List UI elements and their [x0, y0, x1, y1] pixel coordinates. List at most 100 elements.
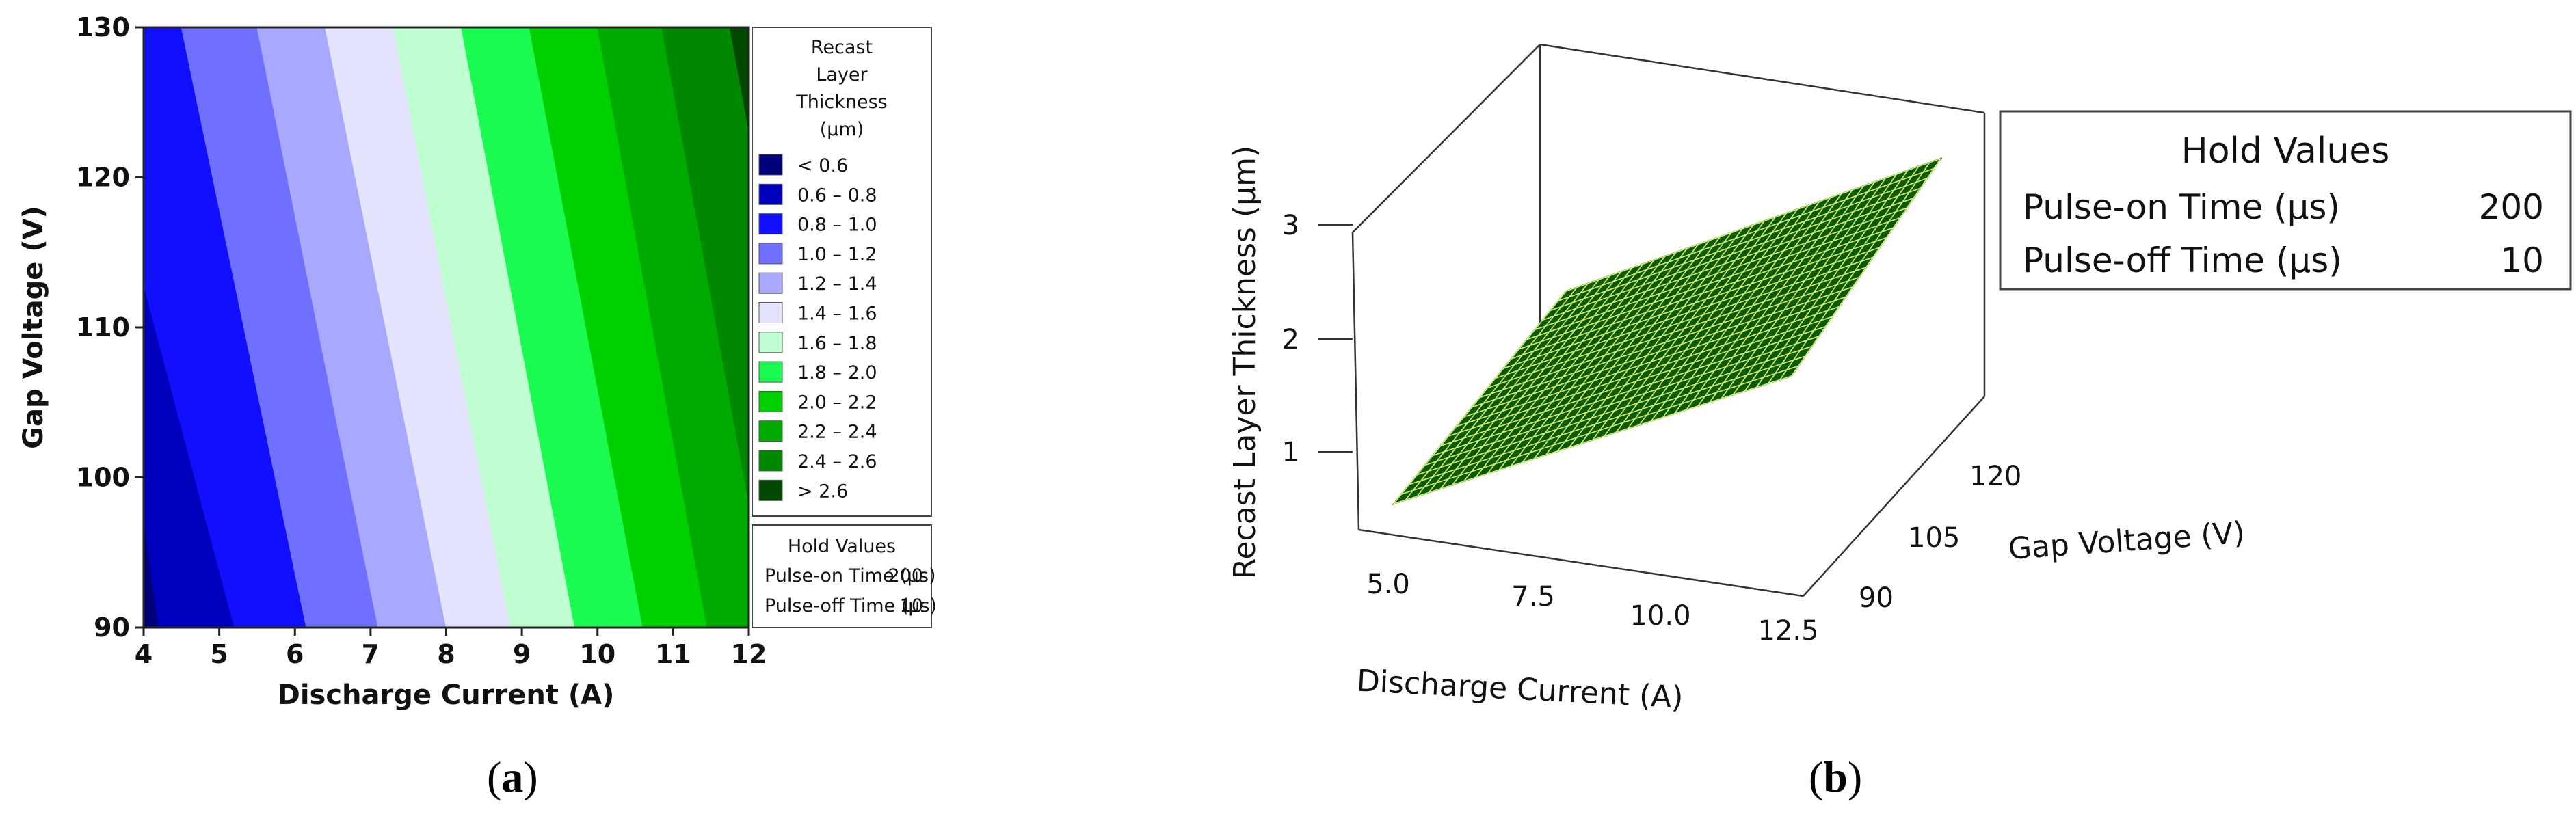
contour-legend-label: 1.6 – 1.8	[797, 333, 877, 354]
contour-legend-label: > 2.6	[797, 481, 848, 502]
contour-legend-label: 1.8 – 2.0	[797, 362, 877, 383]
surface-mesh-line	[1565, 158, 1941, 292]
contour-legend-title-line: Layer	[816, 64, 868, 85]
contour-band	[144, 27, 307, 628]
contour-bands	[144, 27, 749, 628]
surface-y-axis-label: Gap Voltage (V)	[2007, 515, 2246, 567]
contour-band	[661, 27, 749, 506]
contour-legend-label: 1.4 – 1.6	[797, 303, 877, 325]
contour-legend-label: 2.0 – 2.2	[797, 392, 877, 413]
surface-mesh-line	[1550, 178, 1928, 312]
contour-x-ticks: 4 5 6 7 8 9 10 11 12	[135, 628, 767, 669]
contour-legend-swatch	[758, 243, 783, 265]
surface-hold-values-box	[1999, 110, 2572, 291]
surface-mesh-line	[1448, 306, 1840, 437]
contour-legend-swatch	[758, 332, 783, 353]
contour-x-tick-label: 11	[655, 639, 691, 669]
contour-hold-value-number: 200	[888, 565, 923, 586]
surface-x-tick-label: 5.0	[1366, 569, 1410, 600]
surface-mesh-line	[1393, 375, 1792, 504]
contour-legend-swatch	[758, 479, 783, 501]
contour-hold-value-name: Pulse-on Time (µs)	[765, 565, 936, 586]
contour-legend-swatch	[758, 361, 783, 383]
contour-y-axis-label: Gap Voltage (V)	[18, 206, 49, 449]
contour-legend-label: 2.4 – 2.6	[797, 451, 877, 472]
contour-legend-label: 2.2 – 2.4	[797, 422, 877, 443]
contour-x-tick-label: 6	[286, 639, 304, 669]
surface-plane	[1392, 157, 1943, 505]
contour-band	[729, 27, 749, 133]
contour-x-tick-label: 4	[135, 639, 152, 669]
surface-y-tick-label: 90	[1859, 582, 1894, 614]
contour-y-tick-label: 120	[76, 163, 130, 193]
surface-y-ticks: 90 105 120	[1859, 461, 2021, 614]
contour-panel: 4 5 6 7 8 9 10 11 12 90 100 110 120 130 Discharge Cu…	[18, 12, 937, 711]
surface-x-tick-label: 10.0	[1630, 600, 1690, 632]
surface-z-tick-label: 3	[1282, 210, 1299, 241]
surface-x-ticks: 5.0 7.5 10.0 12.5	[1366, 569, 1818, 647]
surface-mesh-line	[1409, 355, 1806, 485]
contour-legend-swatch	[758, 183, 783, 205]
contour-band	[181, 27, 379, 628]
surface-hold-values-title: Hold Values	[2181, 131, 2390, 172]
surface-hold-value-number: 200	[2479, 187, 2544, 227]
contour-x-axis-label: Discharge Current (A)	[278, 679, 615, 711]
contour-hold-values-box	[752, 524, 932, 628]
contour-hold-values-title: Hold Values	[788, 536, 896, 557]
contour-y-tick-label: 100	[76, 463, 130, 493]
surface-mesh-line	[1534, 198, 1914, 331]
contour-band	[597, 27, 749, 628]
contour-x-tick-label: 10	[579, 639, 615, 669]
surface-panel: 1 2 3 5.0 7.5 10.0 12.5 90 105 120 Recast Layer…	[1227, 43, 2572, 716]
surface-y-tick-label: 105	[1908, 522, 1960, 554]
contour-legend-swatch	[758, 450, 783, 472]
surface-x-tick-label: 7.5	[1511, 581, 1555, 612]
contour-x-tick-label: 12	[731, 639, 767, 669]
surface-mesh-line	[1487, 256, 1874, 389]
surface-z-axis-label: Recast Layer Thickness (µm)	[1227, 146, 1262, 579]
contour-y-tick-label: 130	[76, 12, 130, 42]
contour-hold-value-number: 10	[900, 595, 923, 617]
contour-band	[461, 27, 643, 628]
surface-hold-values-rows: Pulse-on Time (µs) 200 Pulse-off Time (µs)…	[2023, 187, 2544, 280]
contour-legend-swatch	[758, 154, 783, 176]
contour-legend-label: < 0.6	[797, 155, 848, 176]
surface-mesh-line	[1456, 296, 1846, 427]
surface-x-axis-label: Discharge Current (A)	[1356, 664, 1684, 716]
contour-x-tick-label: 7	[362, 639, 380, 669]
contour-legend-label: 0.6 – 0.8	[797, 185, 877, 206]
contour-x-tick-label: 5	[210, 639, 228, 669]
surface-mesh-line	[1542, 187, 1921, 321]
contour-legend-swatch	[758, 272, 783, 294]
contour-band	[256, 27, 447, 628]
surface-z-ticks: 1 2 3	[1282, 210, 1353, 468]
surface-y-tick-label: 120	[1969, 461, 2021, 492]
surface-mesh-line	[1433, 325, 1826, 457]
surface-hold-value-name: Pulse-off Time (µs)	[2023, 241, 2342, 280]
contour-legend-title-line: Recast	[811, 37, 873, 58]
panel-label-b: (b)	[1809, 753, 1863, 801]
contour-legend-title-line: (µm)	[820, 119, 864, 140]
surface-mesh-line	[1472, 276, 1860, 408]
surface-axis-frame	[1351, 43, 1986, 597]
surface-mesh	[1393, 158, 1941, 504]
surface-mesh-line	[1519, 217, 1900, 350]
contour-legend-entries: < 0.6 0.6 – 0.8 0.8 – 1.0 1.0 – 1.2 1.2 – 1.…	[758, 154, 877, 502]
contour-y-tick-label: 90	[94, 612, 130, 643]
surface-mesh-line	[1417, 345, 1812, 476]
contour-band-group	[144, 27, 749, 628]
surface-hold-value-name: Pulse-on Time (µs)	[2023, 187, 2340, 227]
surface-mesh-line	[1503, 237, 1887, 369]
contour-band	[324, 27, 512, 628]
contour-legend-label: 1.0 – 1.2	[797, 244, 877, 265]
contour-band	[393, 27, 576, 628]
surface-mesh-line	[1401, 365, 1799, 495]
contour-legend-swatch	[758, 390, 783, 412]
contour-x-tick-label: 9	[513, 639, 531, 669]
surface-mesh-line	[1479, 267, 1867, 399]
panel-label-a: (a)	[487, 753, 538, 801]
contour-legend-title: Recast Layer Thickness (µm)	[795, 37, 887, 140]
surface-hold-value-number: 10	[2500, 241, 2544, 280]
surface-mesh-line	[1526, 207, 1907, 340]
